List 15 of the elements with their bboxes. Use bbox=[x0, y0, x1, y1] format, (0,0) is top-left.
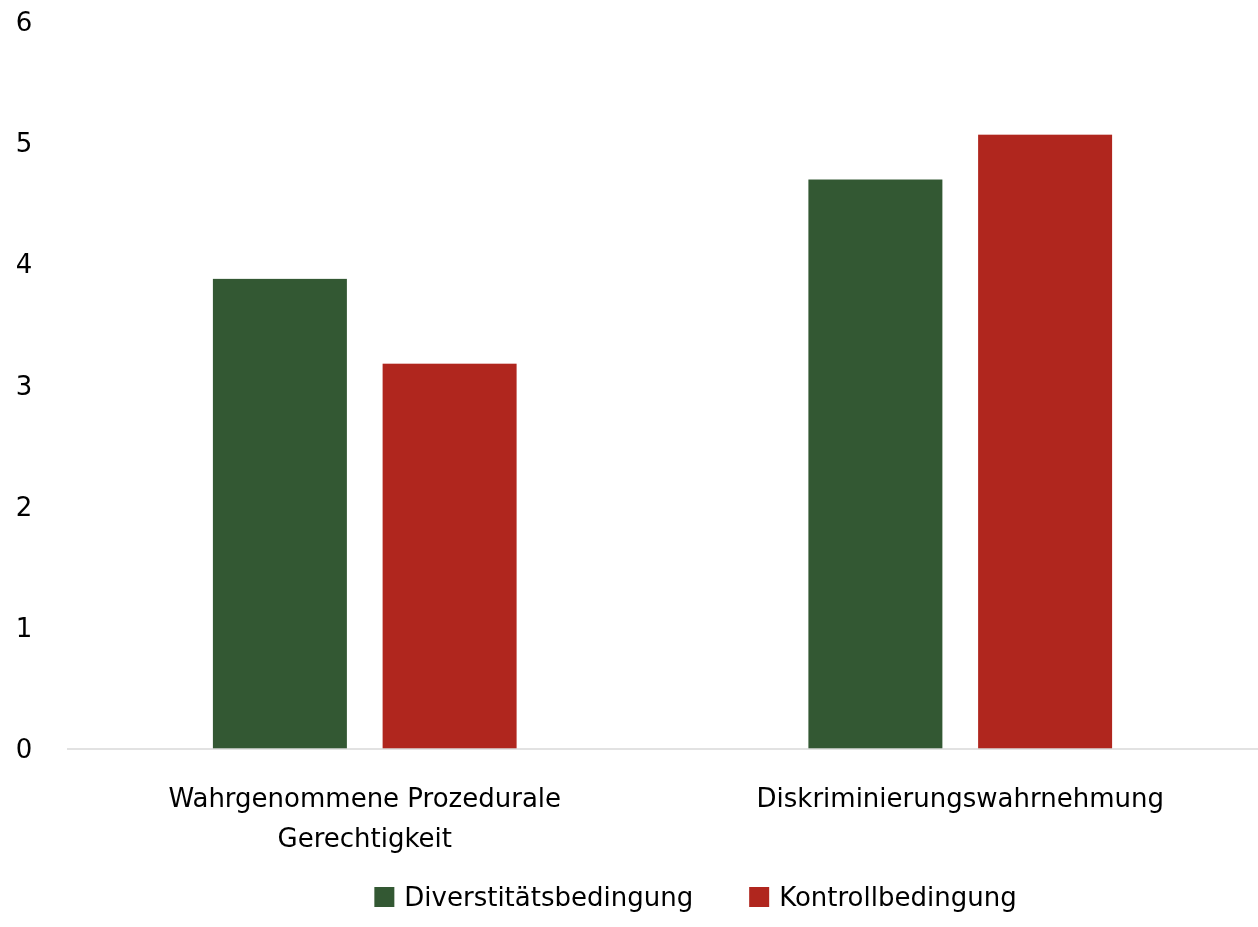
bar bbox=[978, 134, 1113, 749]
bar bbox=[382, 363, 517, 749]
y-tick-label: 4 bbox=[15, 249, 33, 280]
bar bbox=[808, 179, 943, 749]
y-tick-label: 1 bbox=[15, 612, 33, 643]
y-tick-label: 5 bbox=[15, 128, 33, 159]
bar bbox=[212, 278, 347, 749]
y-tick-label: 3 bbox=[15, 370, 33, 401]
x-tick-label: Diskriminierungswahrnehmung bbox=[756, 783, 1164, 813]
x-tick-label: Wahrgenommene Prozedurale Gerechtigkeit bbox=[168, 783, 562, 853]
y-tick-label: 0 bbox=[15, 734, 33, 765]
y-tick-label: 2 bbox=[15, 491, 33, 522]
legend-label: Kontrollbedingung bbox=[779, 882, 1017, 912]
legend-label: Diverstitätsbedingung bbox=[404, 882, 694, 912]
y-tick-label: 6 bbox=[15, 7, 33, 38]
